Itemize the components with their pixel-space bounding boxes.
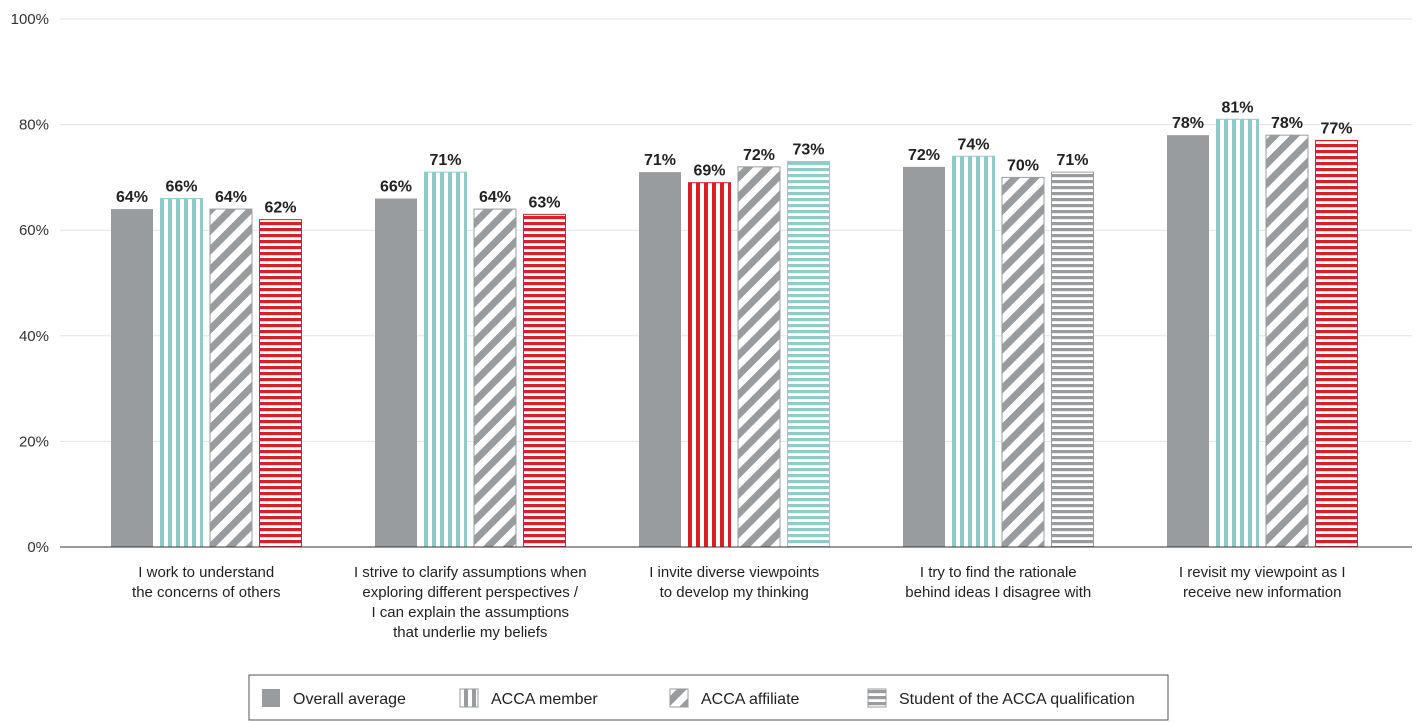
legend-swatch-1 (262, 689, 280, 707)
category-label-1: I work to understand the concerns of othe… (132, 564, 280, 601)
value-label: 63% (528, 194, 560, 211)
value-label: 64% (479, 189, 511, 206)
y-axis-ticks: 0% 20% 40% 60% 80% 100% (11, 11, 49, 556)
bar-4-student-of-the-acca-qualification (1051, 171, 1094, 548)
bar-4-acca-affiliate (1001, 176, 1045, 548)
bar-2-acca-member (424, 171, 467, 548)
bar-3-overall-average (639, 172, 681, 547)
y-tick-label: 80% (19, 117, 49, 134)
value-label: 77% (1320, 120, 1352, 137)
legend-box (248, 674, 1169, 721)
value-label: 78% (1172, 115, 1204, 132)
legend-label-3: ACCA affiliate (701, 691, 800, 708)
bar-3-acca-member (688, 182, 731, 548)
bar-4-acca-member (952, 155, 995, 548)
value-label: 62% (264, 200, 296, 217)
value-label: 64% (215, 189, 247, 206)
bar-2-acca-affiliate (473, 208, 517, 548)
bars (111, 118, 1358, 548)
value-label: 81% (1221, 99, 1253, 116)
value-label: 78% (1271, 115, 1303, 132)
bar-3-student-of-the-acca-qualification (787, 161, 830, 548)
y-tick-label: 100% (11, 11, 49, 28)
bar-1-acca-affiliate (209, 208, 253, 548)
value-label: 72% (743, 147, 775, 164)
category-labels: I work to understand the concerns of othe… (132, 564, 1346, 641)
bar-2-student-of-the-acca-qualification (523, 213, 566, 548)
value-label: 64% (116, 189, 148, 206)
bar-5-overall-average (1167, 135, 1209, 547)
value-label: 69% (693, 163, 725, 180)
legend-label-4: Student of the ACCA qualification (899, 691, 1135, 708)
bar-1-acca-member (160, 198, 203, 548)
bar-4-overall-average (903, 166, 945, 547)
bar-1-overall-average (111, 209, 153, 547)
bar-1-student-of-the-acca-qualification (259, 219, 302, 548)
value-label: 70% (1007, 157, 1039, 174)
value-label: 71% (1056, 152, 1088, 169)
value-label: 66% (380, 179, 412, 196)
bar-3-acca-affiliate (737, 166, 781, 548)
bar-2-overall-average (375, 198, 417, 547)
bar-5-student-of-the-acca-qualification (1315, 139, 1358, 548)
y-tick-label: 60% (19, 222, 49, 239)
bar-5-acca-member (1216, 118, 1259, 548)
legend-swatch-2 (459, 688, 479, 708)
value-label: 74% (957, 136, 989, 153)
value-label: 73% (792, 142, 824, 159)
value-label: 72% (908, 147, 940, 164)
value-label: 71% (429, 152, 461, 169)
value-label: 66% (165, 179, 197, 196)
bar-5-acca-affiliate (1265, 134, 1309, 548)
legend-swatch-3 (669, 688, 689, 708)
legend-swatch-4 (867, 688, 887, 708)
legend-label-2: ACCA member (491, 691, 598, 708)
y-tick-label: 40% (19, 328, 49, 345)
category-label-2: I strive to clarify assumptions when expl… (354, 564, 587, 641)
category-label-3: I invite diverse viewpoints to develop my… (649, 564, 819, 601)
y-tick-label: 20% (19, 433, 49, 450)
value-label: 71% (644, 152, 676, 169)
category-label-4: I try to find the rationale behind ideas … (905, 564, 1091, 601)
value-labels: 64% 66% 64% 62% 66% 71% 64% 63% 71% 69% 72% 73% 72% 7… (116, 99, 1353, 216)
legend-label-1: Overall average (293, 691, 406, 708)
legend: Overall average ACCA member ACCA affiliate… (248, 674, 1169, 721)
y-tick-label: 0% (27, 539, 49, 556)
